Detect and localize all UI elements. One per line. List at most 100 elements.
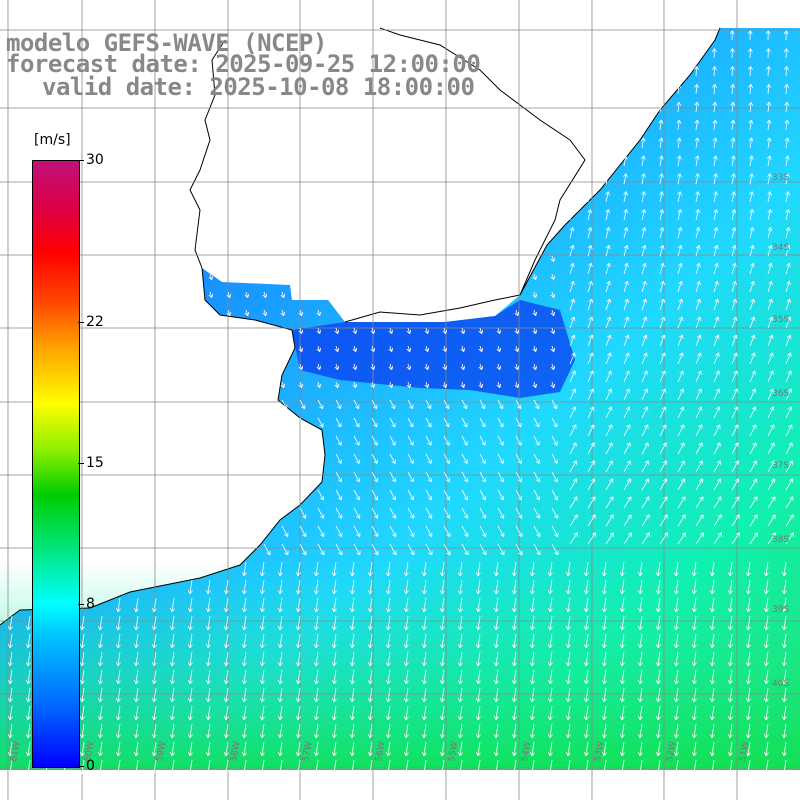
wind-arrow [80,705,85,721]
wind-arrow [461,453,468,464]
wind-arrow [208,291,214,299]
wind-arrow [713,352,720,365]
wind-arrow [713,370,720,383]
wind-arrow [785,478,794,491]
wind-arrow [170,705,175,721]
wind-arrow [350,723,355,739]
estuary-low-wind [292,300,575,398]
wind-arrow [782,597,787,613]
wind-arrow [764,723,769,739]
wind-arrow [386,687,391,703]
wind-arrow [497,489,505,501]
wind-arrow [677,262,683,275]
wind-arrow [407,471,414,483]
wind-arrow [713,280,719,293]
wind-arrow [692,561,697,577]
wind-arrow [641,442,649,455]
wind-arrow [332,723,337,739]
wind-arrow [584,651,589,667]
wind-arrow [584,759,589,775]
wind-arrow [587,496,596,509]
wind-arrow [514,381,520,389]
wind-arrow [584,597,589,613]
wind-arrow [296,579,301,595]
wind-arrow [497,435,504,446]
wind-arrow [116,723,121,739]
wind-arrow [170,597,175,613]
wind-arrow [623,352,630,365]
wind-arrow [497,453,504,464]
wind-arrow [316,327,322,335]
wind-arrow [314,651,319,667]
wind-arrow [710,579,715,595]
wind-arrow [695,334,702,347]
wind-arrow [26,651,31,667]
wind-arrow [695,406,703,419]
wind-arrow [748,119,754,131]
wind-arrow [677,442,685,455]
wind-arrow [332,687,337,703]
wind-arrow [422,561,427,577]
wind-arrow [785,370,792,383]
wind-arrow [695,227,701,239]
wind-arrow [782,687,787,703]
wind-arrow [587,532,596,545]
wind-arrow [782,579,787,595]
wind-arrow [188,579,193,595]
wind-arrow [278,723,283,739]
wind-arrow [515,525,523,537]
wind-arrow [188,759,193,775]
wind-arrow [371,417,378,428]
wind-arrow [314,741,319,757]
wind-arrow [461,435,468,446]
wind-arrow [764,615,769,631]
wind-arrow [479,435,486,446]
wind-arrow [494,615,499,631]
wind-arrow [749,352,756,365]
wind-arrow [695,496,704,509]
wind-arrow [785,496,794,509]
wind-arrow [602,633,607,649]
wind-arrow [497,471,504,483]
wind-arrow [296,597,301,613]
wind-arrow [368,687,373,703]
wind-arrow [496,381,502,389]
wind-arrow [620,561,625,577]
wind-arrow [656,723,661,739]
longitude-label: 53W [593,741,606,763]
wind-arrow [676,137,682,149]
wind-arrow [461,525,469,537]
wind-arrow [440,615,445,631]
wind-arrow [638,651,643,667]
wind-arrow [659,424,667,437]
wind-arrow [676,84,682,95]
wind-arrow [530,615,535,631]
wind-arrow [677,388,685,401]
wind-arrow [730,66,735,77]
wind-arrow [479,471,486,483]
wind-arrow [677,227,683,239]
wind-arrow [134,597,139,613]
wind-arrow [749,209,755,221]
wind-arrow [695,262,701,275]
wind-arrow [512,669,517,685]
wind-arrow [605,406,613,419]
wind-arrow [170,687,175,703]
wind-arrow [332,741,337,757]
wind-arrow [566,759,571,775]
wind-arrow [584,579,589,595]
wind-arrow [605,388,613,401]
wind-arrow [731,209,737,221]
wind-arrow [620,597,625,613]
wind-arrow [695,298,702,311]
wind-arrow [476,561,481,577]
wind-arrow [641,496,650,509]
wind-arrow [389,435,396,446]
wind-arrow [442,345,448,353]
wind-arrow [638,561,643,577]
wind-arrow [713,442,721,455]
wind-arrow [623,532,632,545]
wind-arrow [404,579,409,595]
wind-arrow [152,687,157,703]
wind-arrow [134,723,139,739]
